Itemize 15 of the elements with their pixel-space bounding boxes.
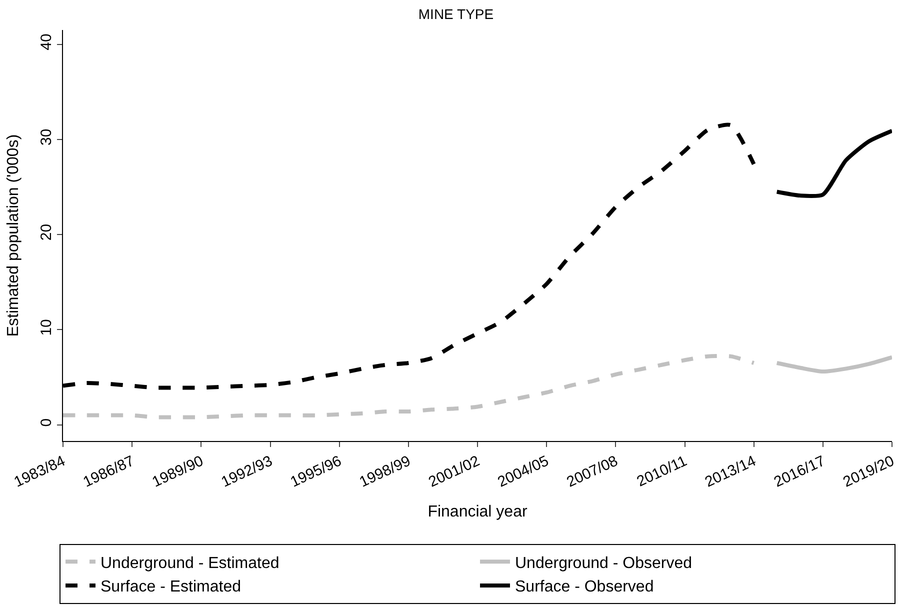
line-series — [774, 128, 892, 198]
legend-label: Underground - Observed — [515, 554, 692, 572]
chart-title: MINE TYPE — [418, 6, 494, 22]
legend-label: Surface - Estimated — [100, 578, 241, 596]
line-series — [63, 354, 756, 420]
x-axis-title: Financial year — [428, 504, 528, 521]
line-series — [774, 355, 892, 374]
legend-label: Underground - Estimated — [100, 554, 280, 572]
y-tick-label: 30 — [38, 128, 55, 146]
legend-label: Surface - Observed — [515, 578, 654, 596]
y-tick-label: 0 — [38, 418, 55, 427]
y-tick-label: 40 — [38, 34, 55, 50]
y-axis-title: Estimated population ('000s) — [4, 134, 22, 337]
y-tick-label: 20 — [38, 224, 55, 241]
y-tick-label: 10 — [38, 319, 55, 336]
